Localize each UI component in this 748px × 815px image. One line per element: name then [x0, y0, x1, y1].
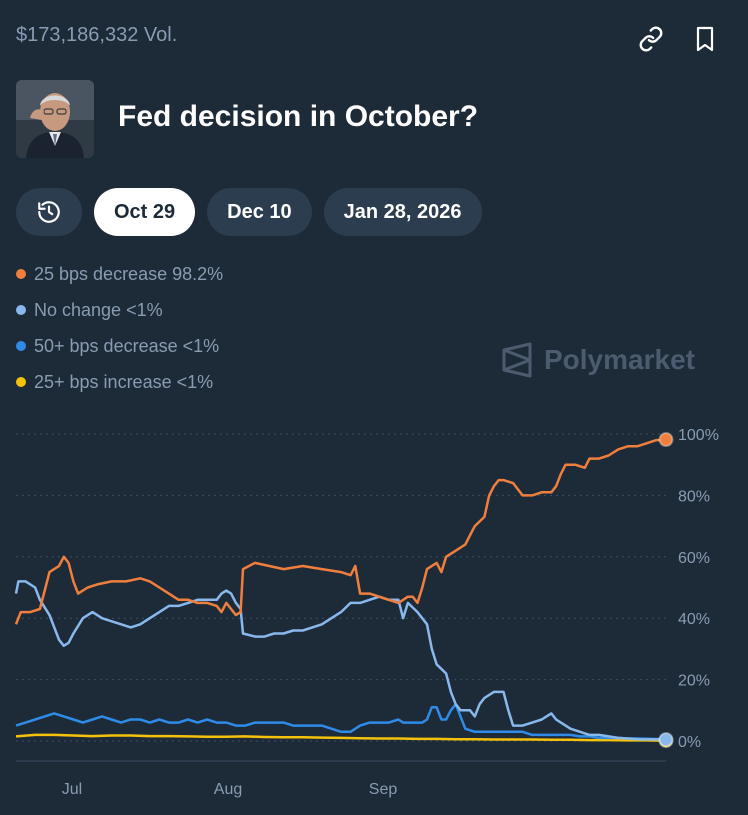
- link-icon[interactable]: [636, 24, 666, 54]
- market-avatar: [16, 80, 94, 158]
- legend-item: 25+ bps increase <1%: [16, 364, 223, 400]
- legend-label: 25 bps decrease 98.2%: [34, 263, 224, 284]
- series-line-no-change: [14, 580, 667, 741]
- tab-jan-28-2026[interactable]: Jan 28, 2026: [323, 188, 482, 236]
- tab-oct-29[interactable]: Oct 29: [94, 188, 196, 236]
- legend-dot: [16, 377, 26, 387]
- history-icon: [38, 201, 60, 223]
- legend-item: No change <1%: [16, 292, 223, 328]
- legend-item: 25 bps decrease 98.2%: [16, 256, 223, 292]
- series-end-marker: [658, 731, 674, 747]
- chart-legend: 25 bps decrease 98.2% No change <1% 50+ …: [16, 256, 223, 400]
- bookmark-icon[interactable]: [690, 24, 720, 54]
- series-line-50-bps-decrease: [15, 702, 667, 741]
- legend-dot: [16, 269, 26, 279]
- y-tick-label: 60%: [678, 550, 710, 567]
- tab-dec-10[interactable]: Dec 10: [207, 188, 312, 236]
- market-title: Fed decision in October?: [118, 100, 479, 133]
- x-tick-label: Jul: [62, 781, 82, 798]
- legend-dot: [16, 341, 26, 351]
- series-line-25-bps-increase: [15, 733, 667, 742]
- legend-label: No change <1%: [34, 299, 163, 320]
- volume-label: $173,186,332 Vol.: [16, 24, 178, 46]
- legend-dot: [16, 305, 26, 315]
- y-tick-label: 0%: [678, 734, 701, 751]
- y-tick-label: 40%: [678, 611, 710, 628]
- series-end-marker: [658, 432, 674, 448]
- legend-label: 25+ bps increase <1%: [34, 371, 214, 392]
- watermark-text: Polymarket: [544, 344, 695, 375]
- y-tick-label: 80%: [678, 488, 710, 505]
- legend-item: 50+ bps decrease <1%: [16, 328, 223, 364]
- legend-label: 50+ bps decrease <1%: [34, 335, 220, 356]
- date-tabs: Oct 29 Dec 10 Jan 28, 2026: [16, 188, 482, 236]
- polymarket-watermark: Polymarket: [500, 342, 695, 378]
- y-tick-label: 100%: [678, 427, 719, 444]
- x-tick-label: Aug: [214, 781, 242, 798]
- series-line-25-bps-decrease: [14, 438, 667, 625]
- y-tick-label: 20%: [678, 673, 710, 690]
- polymarket-logo-icon: [502, 342, 532, 378]
- history-tab[interactable]: [16, 188, 82, 236]
- x-tick-label: Sep: [369, 781, 398, 798]
